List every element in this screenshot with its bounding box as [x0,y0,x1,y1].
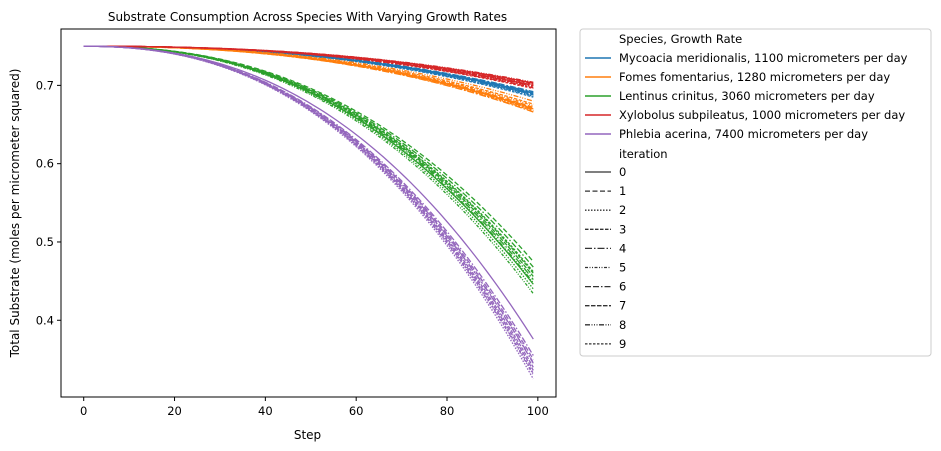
legend-style-label: 5 [619,261,626,275]
y-axis-label: Total Substrate (moles per micrometer sq… [8,69,22,359]
legend-style-label: 0 [619,165,626,179]
legend-style-title: iteration [619,147,668,161]
legend: Species, Growth Rate Mycoacia meridional… [579,28,932,357]
series-line [83,45,534,284]
series-line [83,45,534,363]
legend-style-label: 2 [619,203,626,217]
series-line [83,45,534,90]
legend-series-label: Phlebia acerina, 7400 micrometers per da… [619,127,868,141]
legend-style-label: 4 [619,241,626,255]
y-tick-label: 0.5 [36,235,54,249]
legend-style-label: 9 [619,337,626,351]
x-tick-label: 60 [349,404,364,418]
legend-series-label: Fomes fomentarius, 1280 micrometers per … [619,70,890,84]
legend-frame [579,28,932,357]
y-tick-label: 0.7 [36,78,54,92]
series-line [83,45,534,107]
y-axis: 0.4 0.5 0.6 0.7 [36,78,61,327]
plot-frame [60,28,557,398]
legend-series-label: Mycoacia meridionalis, 1100 micrometers … [619,51,908,65]
series-line [83,45,534,98]
series-line [83,45,534,112]
series-line [83,45,534,273]
legend-series-label: Xylobolus subpileatus, 1000 micrometers … [619,108,905,122]
x-tick-label: 0 [80,404,87,418]
legend-style-entries: 0 1 2 3 4 5 6 7 8 9 [585,165,626,351]
chart-title: Substrate Consumption Across Species Wit… [108,10,507,24]
x-axis: 0 20 40 60 80 100 [80,397,549,418]
x-tick-label: 100 [527,404,549,418]
legend-style-label: 7 [619,299,626,313]
y-tick-label: 0.6 [36,157,54,171]
y-tick-label: 0.4 [36,313,54,327]
legend-series-label: Lentinus crinitus, 3060 micrometers per … [619,89,875,103]
legend-style-label: 6 [619,280,626,294]
series-line [83,45,534,295]
x-tick-label: 80 [440,404,455,418]
legend-style-label: 1 [619,184,626,198]
legend-series-entries: Mycoacia meridionalis, 1100 micrometers … [585,51,908,141]
x-tick-label: 20 [167,404,182,418]
legend-hue-title: Species, Growth Rate [619,32,742,46]
series-line [83,45,534,374]
series-line [83,45,534,277]
legend-style-label: 8 [619,318,626,332]
legend-style-label: 3 [619,222,626,236]
x-axis-label: Step [294,428,321,442]
x-tick-label: 40 [258,404,273,418]
series-group [83,45,534,380]
series-line [83,45,534,83]
